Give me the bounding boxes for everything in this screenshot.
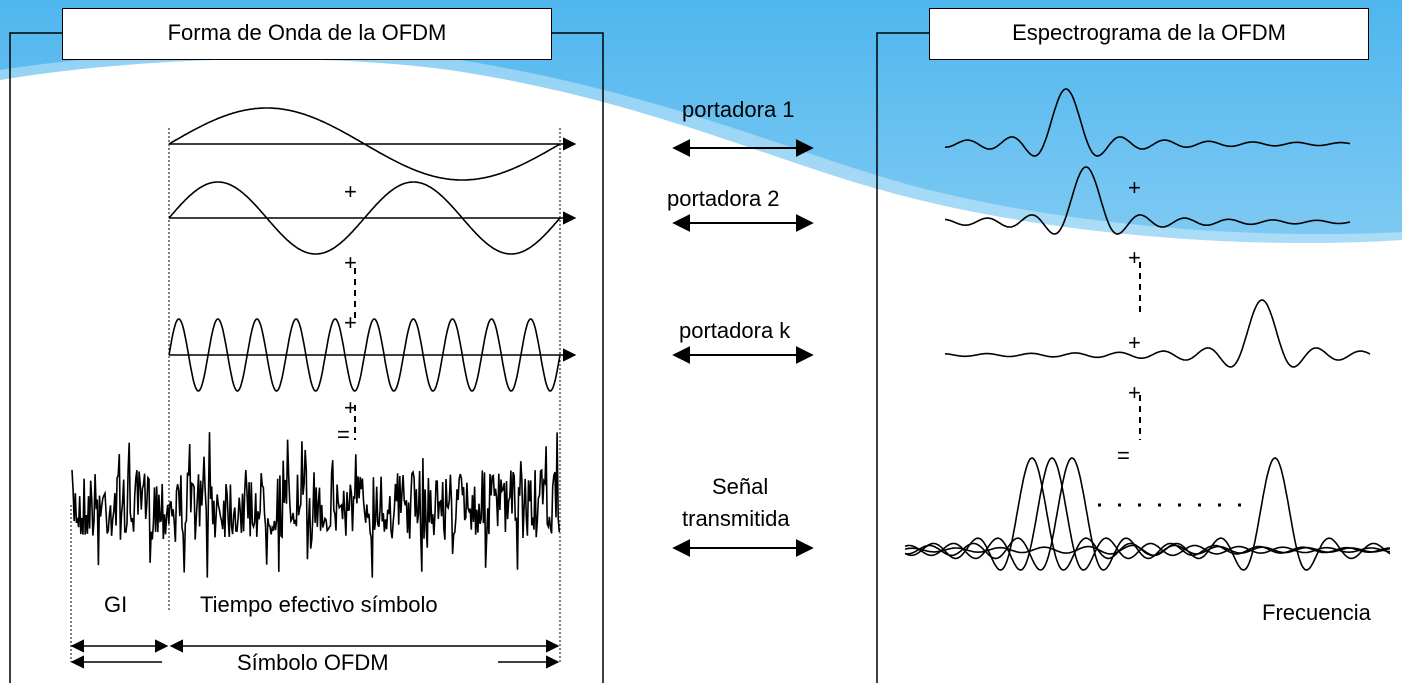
- plus-sign: +: [1128, 245, 1141, 270]
- transmitted-signal-waveform: [71, 432, 561, 578]
- signal-subcarrier-spectrum: [904, 457, 1391, 571]
- carrier-1-waveform: [168, 107, 561, 181]
- carrier-k-waveform: [168, 318, 561, 392]
- carrier-k-spectrum: [944, 299, 1371, 368]
- signal-subcarrier-spectrum: [904, 457, 1390, 571]
- left-panel-title: Forma de Onda de la OFDM: [62, 8, 552, 60]
- plus-sign: +: [344, 250, 357, 275]
- carrier-2-waveform: [168, 181, 561, 255]
- plus-sign: +: [1128, 330, 1141, 355]
- plus-sign: +: [344, 395, 357, 420]
- plus-sign: +: [344, 179, 357, 204]
- signal-label-line1: Señal: [712, 474, 769, 499]
- plus-sign: +: [344, 310, 357, 335]
- plus-sign: +: [1128, 380, 1141, 405]
- signal-label-line2: transmitida: [682, 506, 790, 531]
- carrier-k-label: portadora k: [679, 318, 791, 343]
- left-panel-frame: [9, 32, 604, 683]
- symbol-label: Símbolo OFDM: [237, 650, 389, 675]
- carrier-1-label: portadora 1: [682, 97, 795, 122]
- carrier-2-spectrum: [944, 166, 1351, 235]
- equals-sign: =: [1117, 443, 1130, 468]
- carrier-1-spectrum: [945, 88, 1351, 157]
- gi-label: GI: [104, 592, 128, 617]
- sky-background: [0, 0, 1402, 243]
- equals-sign: =: [337, 422, 350, 447]
- plus-sign: +: [1128, 175, 1141, 200]
- frequency-label: Frecuencia: [1262, 600, 1371, 625]
- right-panel-title: Espectrograma de la OFDM: [929, 8, 1369, 60]
- right-panel-frame: [876, 32, 929, 683]
- effective-time-label: Tiempo efectivo símbolo: [200, 592, 438, 617]
- carrier-2-label: portadora 2: [667, 186, 780, 211]
